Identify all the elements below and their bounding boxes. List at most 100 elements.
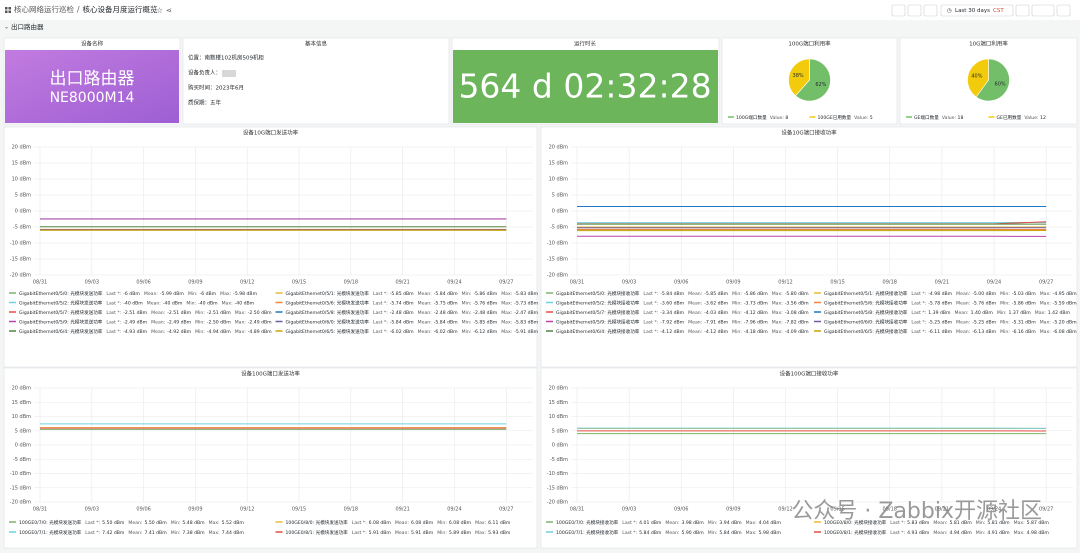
info-line: 设备负责人： [188, 69, 221, 77]
legend-stat: -6 dBm [200, 291, 217, 297]
legend-stat: -2.48 dBm [434, 310, 458, 316]
legend-entry[interactable]: GigabitEthernet0/6/5: 光模块接收功率 Last *: -6.1… [824, 328, 1077, 335]
breadcrumb[interactable]: 核心网络运行巡检 / 核心设备月度运行概览 [14, 4, 158, 14]
y-tick-label: -15 dBm [10, 485, 31, 491]
legend-entry[interactable]: GigabitEthernet0/5/9: 光模块接收功率 Last *: -7.9… [556, 318, 809, 325]
legend-name: 100G端口数量 [736, 114, 767, 121]
pie-slice [967, 58, 989, 98]
legend-entry[interactable]: 100GE0/7/1: 光模块接收功率 Last *: 5.84 dBm Mean: 5… [556, 529, 781, 536]
x-tick-label: 08/31 [33, 507, 47, 513]
legend-entry[interactable]: GigabitEthernet0/5/7: 光模块接收功率 Last *: -3.3… [556, 309, 809, 316]
legend-entry[interactable]: GigabitEthernet0/5/8: 光模块接收功率 Last *: 1.39… [824, 309, 1071, 316]
pie-slice [795, 58, 831, 102]
refresh-button[interactable] [1031, 4, 1055, 17]
legend-stat-caption: Max: [501, 319, 512, 325]
legend-entry[interactable]: GigabitEthernet0/6/0: 光模块发送功率 Last *: -5.8… [286, 318, 539, 325]
legend-stat-caption: Last *: [373, 291, 388, 297]
legend-stat-caption: Mean: [395, 530, 410, 536]
y-tick-label: 20 dBm [549, 386, 569, 392]
legend-stat: -4.93 dBm [123, 329, 147, 335]
legend-stat: -3.60 dBm [660, 300, 684, 306]
legend-stat-caption: Mean: [688, 329, 703, 335]
legend-stat-caption: Max: [475, 520, 486, 526]
legend-entry[interactable]: 100GE0/8/0: 光模块发送功率 Last *: 6.08 dBm Mean: 6… [286, 519, 511, 526]
legend-entry[interactable]: GigabitEthernet0/5/8: 光模块发送功率 Last *: -2.4… [286, 309, 539, 316]
row-title[interactable]: 出口路由器 [11, 22, 44, 31]
legend-stat-caption: Min: [195, 310, 205, 316]
legend-entry[interactable]: GigabitEthernet0/5/2: 光模块接收功率 Last *: -3.6… [556, 299, 809, 306]
legend-entry[interactable]: 100G端口数量 Value: 8 [736, 114, 788, 121]
share-icon[interactable]: ⋖ [166, 7, 172, 15]
legend-stat: 1.39 dBm [928, 310, 951, 316]
panel [3, 126, 538, 368]
legend-entry[interactable]: GigabitEthernet0/5/2: 光模块发送功率 Last *: -40 … [19, 299, 255, 306]
legend-stat: -5.59 dBm [1053, 300, 1077, 306]
time-range[interactable]: Last 30 days [955, 8, 990, 14]
legend-entry[interactable]: GigabitEthernet0/5/0: 光模块接收功率 Last *: -5.8… [556, 290, 809, 297]
device-background [5, 50, 179, 123]
legend-stat-caption: Last *: [85, 530, 100, 536]
legend-stat: -5.86 dBm [473, 291, 497, 297]
x-tick-label: 09/27 [499, 280, 513, 286]
timezone[interactable]: CST [993, 8, 1004, 14]
legend-name: 100GE0/7/0: 光模块接收功率 [556, 519, 619, 526]
legend-entry[interactable]: 100GE0/7/1: 光模块发送功率 Last *: 7.42 dBm Mean: 7… [19, 529, 244, 536]
save-button[interactable] [907, 4, 922, 17]
legend-entry[interactable]: 100GE0/8/1: 光模块发送功率 Last *: 5.91 dBm Mean: 5… [286, 529, 511, 536]
legend-entry[interactable]: 100GE0/8/1: 光模块接收功率 Last *: 4.93 dBm Mean: 4… [824, 529, 1049, 536]
legend-stat-caption: Last *: [643, 310, 658, 316]
legend-entry[interactable]: GigabitEthernet0/5/6: 光模块接收功率 Last *: -5.7… [824, 299, 1077, 306]
legend-entry[interactable]: GE已用数量 Value: 12 [997, 114, 1046, 121]
y-tick-label: 20 dBm [12, 145, 32, 151]
legend-stat-caption: Max: [475, 530, 486, 536]
legend-entry[interactable]: 100GE0/7/0: 光模块发送功率 Last *: 5.50 dBm Mean: 5… [19, 519, 244, 526]
legend-entry[interactable]: GigabitEthernet0/6/0: 光模块接收功率 Last *: -5.2… [824, 318, 1077, 325]
legend-stat: -3.73 dBm [744, 300, 768, 306]
legend-stat-caption: Mean: [395, 520, 410, 526]
y-tick-label: 15 dBm [12, 400, 32, 406]
x-tick-label: 09/12 [778, 507, 792, 513]
y-tick-label: -10 dBm [10, 241, 31, 247]
legend-entry[interactable]: 100GE0/8/0: 光模块接收功率 Last *: 5.83 dBm Mean: 5… [824, 519, 1049, 526]
legend-stat-caption: Last *: [106, 310, 121, 316]
settings-button[interactable] [923, 4, 938, 17]
legend-name: GigabitEthernet0/5/2: 光模块接收功率 [556, 299, 640, 306]
zoom-out-button[interactable] [1015, 4, 1030, 17]
legend-stat: 3.94 dBm [719, 520, 742, 526]
tv-mode-button[interactable] [1056, 4, 1071, 17]
x-tick-label: 09/18 [344, 507, 358, 513]
legend-stat: -4.09 dBm [785, 329, 809, 335]
legend-stat-caption: Mean: [151, 329, 166, 335]
legend-stat-caption: Mean: [418, 310, 433, 316]
legend-entry[interactable]: GigabitEthernet0/6/4: 光模块发送功率 Last *: -4.9… [19, 328, 272, 335]
legend-stat-caption: Last *: [106, 291, 121, 297]
x-tick-label: 08/31 [570, 280, 584, 286]
legend-entry[interactable]: GigabitEthernet0/5/1: 光模块发送功率 Last *: -5.8… [286, 290, 539, 297]
legend-stat: -6.12 dBm [473, 329, 497, 335]
x-tick-label: 09/15 [830, 280, 844, 286]
legend-entry[interactable]: GigabitEthernet0/6/4: 光模块接收功率 Last *: -4.1… [556, 328, 809, 335]
legend-stat: 5.91 dBm [369, 530, 392, 536]
redaction [222, 70, 236, 77]
legend-entry[interactable]: GE端口数量 Value: 18 [914, 114, 963, 121]
panel-title: 设备名称 [81, 40, 104, 48]
row-chevron[interactable]: ⌄ [4, 24, 9, 31]
legend-entry[interactable]: GigabitEthernet0/6/5: 光模块发送功率 Last *: -6.0… [286, 328, 539, 335]
star-icon[interactable]: ☆ [156, 6, 163, 15]
legend-stat-caption: Min: [1000, 300, 1010, 306]
time-picker[interactable] [940, 4, 1014, 17]
legend-entry[interactable]: GigabitEthernet0/5/6: 光模块发送功率 Last *: -5.7… [286, 299, 539, 306]
legend-entry[interactable]: GigabitEthernet0/5/1: 光模块接收功率 Last *: -4.9… [824, 290, 1077, 297]
legend-entry[interactable]: 100GE0/7/0: 光模块接收功率 Last *: 4.01 dBm Mean: 3… [556, 519, 781, 526]
legend-stat-caption: Min: [462, 319, 472, 325]
legend-entry[interactable]: 100GE已用数量 Value: 5 [818, 114, 873, 121]
apps-icon[interactable] [5, 7, 11, 13]
add-panel-button[interactable] [891, 4, 906, 17]
legend-entry[interactable]: GigabitEthernet0/5/7: 光模块发送功率 Last *: -2.5… [19, 309, 272, 316]
legend-entry[interactable]: GigabitEthernet0/5/9: 光模块发送功率 Last *: -2.4… [19, 318, 272, 325]
legend-stat: -5.76 dBm [972, 300, 996, 306]
legend-stat-caption: Last *: [643, 300, 658, 306]
legend-stat-caption: Last *: [352, 530, 367, 536]
legend-entry[interactable]: GigabitEthernet0/5/0: 光模块发送功率 Last *: -6 d… [19, 290, 258, 297]
